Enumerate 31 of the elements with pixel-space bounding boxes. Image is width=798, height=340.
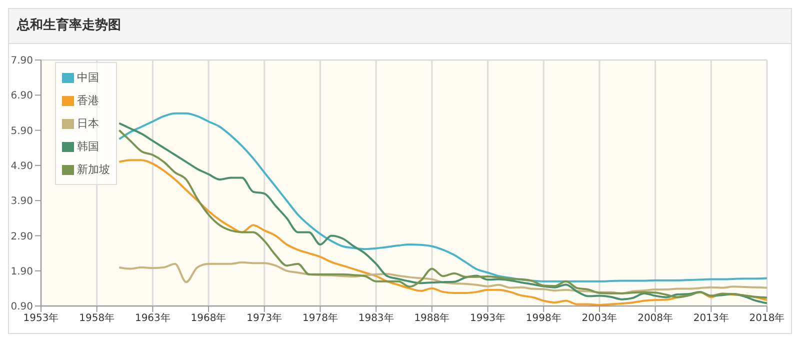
line-series <box>118 112 767 282</box>
x-tick-label: 1993年 <box>470 312 506 324</box>
x-tick-label: 2013年 <box>693 312 729 324</box>
y-tick-label: 0.90 <box>10 302 33 313</box>
x-tick-label: 1988年 <box>414 312 450 324</box>
x-tick-label: 1953年 <box>23 312 59 324</box>
legend-label: 新加坡 <box>77 162 110 177</box>
line-series <box>118 261 767 294</box>
x-tick-label: 1958年 <box>79 312 115 324</box>
legend-label: 香港 <box>77 93 99 108</box>
x-tick-label: 1963年 <box>134 312 170 324</box>
x-tick-label: 2003年 <box>582 312 618 324</box>
x-tick-label: 1973年 <box>246 312 282 324</box>
x-tick-label: 2018年 <box>749 312 785 324</box>
y-tick-label: 2.90 <box>10 231 33 242</box>
legend-label: 日本 <box>77 116 99 131</box>
y-tick-label: 1.90 <box>10 266 33 278</box>
y-tick-label: 6.90 <box>10 90 33 102</box>
legend-label: 中国 <box>77 70 99 85</box>
line-series <box>118 159 767 306</box>
legend-label: 韩国 <box>77 139 99 154</box>
x-tick-label: 2008年 <box>638 312 674 324</box>
chart-title: 总和生育率走势图 <box>9 9 791 44</box>
x-tick-label: 1968年 <box>190 312 226 324</box>
y-tick-label: 7.90 <box>10 56 33 67</box>
y-tick-label: 4.90 <box>10 160 33 172</box>
y-tick-label: 5.90 <box>10 126 33 137</box>
x-tick-label: 1983年 <box>358 312 394 324</box>
y-tick-label: 3.90 <box>10 196 33 208</box>
x-tick-label: 1978年 <box>302 312 338 324</box>
x-tick-label: 1998年 <box>526 312 562 324</box>
